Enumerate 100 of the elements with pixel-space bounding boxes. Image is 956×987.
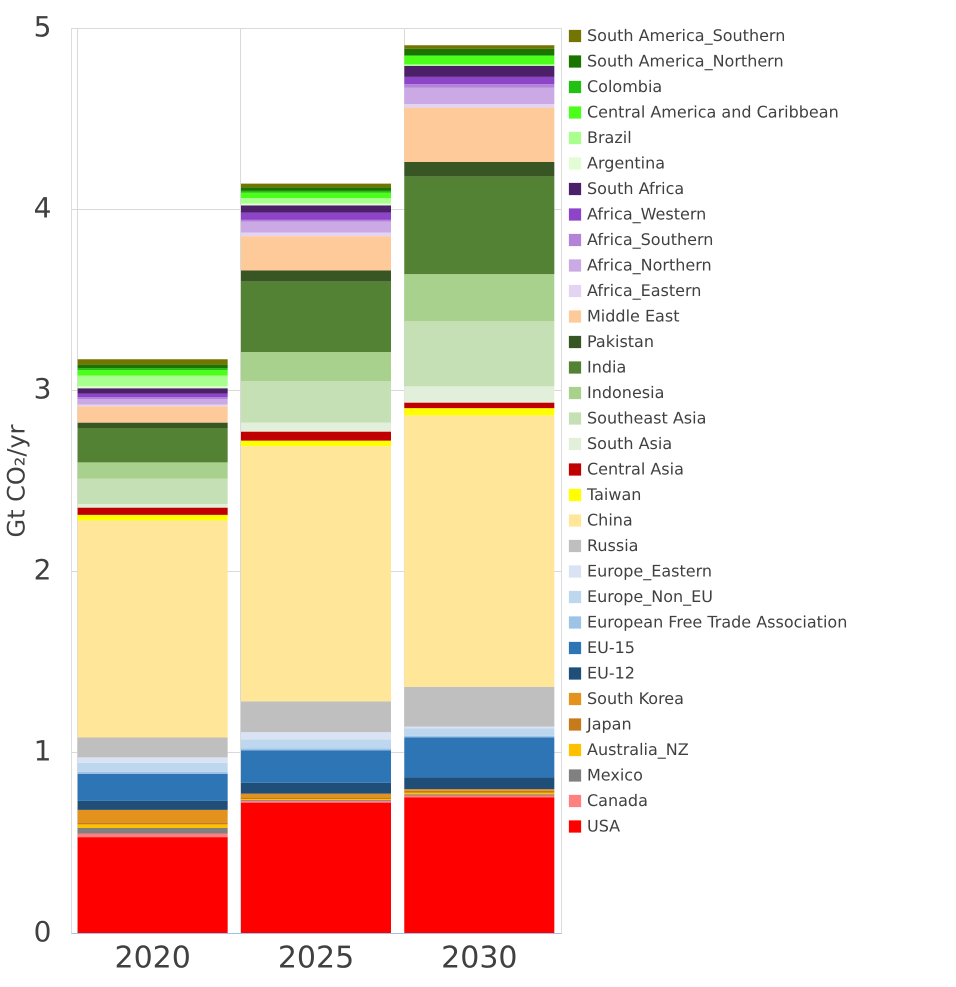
bar <box>78 406 228 423</box>
bar <box>78 388 228 394</box>
bar <box>78 833 228 838</box>
bar <box>78 508 228 515</box>
legend-label: USA <box>587 816 620 836</box>
bar <box>78 394 228 398</box>
bar <box>78 428 228 462</box>
bar <box>78 837 228 933</box>
legend-label: Colombia <box>587 77 662 96</box>
bar <box>241 236 391 271</box>
bar <box>78 738 228 758</box>
bar <box>78 364 228 368</box>
bar <box>241 732 391 740</box>
bar <box>241 380 391 423</box>
bar <box>241 281 391 352</box>
bar <box>404 66 554 77</box>
bar <box>241 432 391 441</box>
legend-label: South America_Southern <box>587 26 786 45</box>
bar <box>78 757 228 763</box>
legend-label: Brazil <box>587 128 632 147</box>
legend-label: China <box>587 510 633 530</box>
bar <box>404 321 554 386</box>
bar <box>241 739 391 748</box>
bar <box>78 370 228 376</box>
legend-label: Canada <box>587 791 648 810</box>
legend-label: European Free Trade Association <box>587 612 848 632</box>
bar <box>241 440 391 446</box>
bar <box>404 686 554 727</box>
bar <box>241 198 391 204</box>
bar <box>241 750 391 783</box>
bar <box>241 782 391 794</box>
bar <box>78 376 228 386</box>
legend-label: Pakistan <box>587 332 654 351</box>
bar <box>241 422 391 432</box>
legend-label: Mexico <box>587 766 643 784</box>
bar <box>78 504 228 508</box>
legend-label: Southeast Asia <box>587 408 706 428</box>
bar <box>241 352 391 381</box>
legend-label: Africa_Northern <box>587 256 712 274</box>
legend-label: South Africa <box>587 179 684 198</box>
bar <box>241 222 391 233</box>
bar <box>404 386 554 403</box>
legend-label: South Korea <box>587 689 684 708</box>
bar <box>78 462 228 479</box>
bar <box>78 514 228 520</box>
legend-label: Europe_Non_EU <box>587 587 713 606</box>
legend-label: South Asia <box>587 434 672 453</box>
legend-label: Africa_Western <box>587 204 706 224</box>
bar <box>241 212 391 220</box>
bar <box>404 797 554 933</box>
bar <box>404 402 554 408</box>
bar <box>241 802 391 933</box>
bar <box>404 76 554 84</box>
legend-label: Japan <box>586 714 632 734</box>
x-tick-label: 2025 <box>278 940 354 976</box>
legend-label: Central America and Caribbean <box>587 102 839 122</box>
bar <box>78 399 228 404</box>
bar <box>404 777 554 790</box>
legend-label: Taiwan <box>586 485 642 504</box>
bar <box>241 270 391 282</box>
y-tick-label: 0 <box>34 916 52 948</box>
bar <box>78 824 228 828</box>
y-tick-label: 5 <box>34 10 52 44</box>
legend-label: Indonesia <box>587 383 664 402</box>
bar <box>78 478 228 504</box>
bar <box>404 728 554 736</box>
bar <box>404 88 554 104</box>
legend-label: Central Asia <box>587 460 684 478</box>
bar <box>404 48 554 56</box>
bar <box>241 187 391 191</box>
bar <box>78 774 228 801</box>
legend-label: Middle East <box>587 306 680 326</box>
legend-label: EU-15 <box>587 638 635 657</box>
legend-label: Europe_Eastern <box>587 562 712 580</box>
bar <box>404 274 554 322</box>
bar <box>404 45 554 49</box>
x-tick-label: 2020 <box>114 940 191 976</box>
bar <box>404 415 554 687</box>
bar <box>241 232 391 236</box>
bar <box>78 359 228 365</box>
y-tick-label: 2 <box>34 554 52 586</box>
y-tick-label: 3 <box>34 372 52 406</box>
y-tick-label: 1 <box>34 734 52 768</box>
bar <box>404 408 554 416</box>
legend-label: Argentina <box>587 154 666 172</box>
bar <box>241 205 391 213</box>
bar <box>78 762 228 772</box>
bar <box>404 108 554 162</box>
bar <box>404 104 554 108</box>
x-tick-label: 2030 <box>441 940 518 976</box>
bar <box>241 446 391 702</box>
bar <box>404 56 554 64</box>
legend-label: South America_Northern <box>587 52 784 70</box>
bar <box>404 84 554 88</box>
bar <box>404 176 554 274</box>
legend-label: Russia <box>587 536 638 555</box>
legend-label: Africa_Eastern <box>587 281 702 300</box>
bar <box>78 810 228 823</box>
legend-label: Australia_NZ <box>587 740 689 759</box>
bar <box>78 520 228 738</box>
